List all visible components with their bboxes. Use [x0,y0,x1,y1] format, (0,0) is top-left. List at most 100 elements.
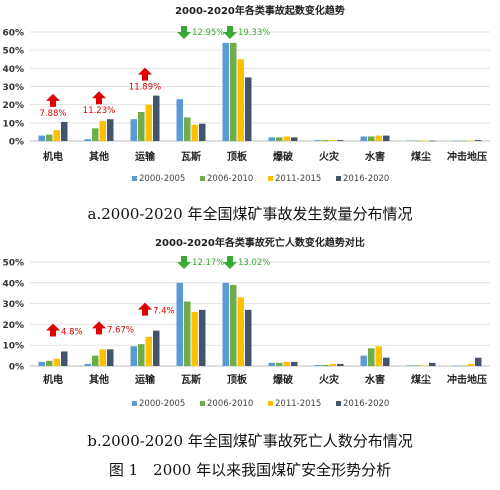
x-category-label: 运输 [135,373,156,386]
annotation-label: 7.4% [153,307,175,317]
bar [268,137,275,141]
bar [107,119,114,141]
annotation-label: 7.67% [107,325,134,335]
legend-label: 2011-2015 [275,174,321,184]
bar [475,357,482,366]
y-tick-label: 20% [2,101,24,111]
y-tick-label: 0% [9,138,24,148]
x-category-label: 顶板 [227,373,248,386]
bar [245,77,252,141]
x-category-label: 水害 [364,150,385,163]
bar [360,136,367,141]
bar [314,140,321,141]
bar [337,140,344,141]
bar [138,344,145,366]
bar [406,365,413,366]
bar [92,128,99,141]
legend-swatch [268,176,273,181]
bar [268,362,275,366]
x-category-label: 机电 [43,150,63,163]
bar [230,42,237,141]
bar [322,364,329,366]
legend-swatch [200,401,205,406]
legend-label: 2000-2005 [139,399,185,409]
bar [245,309,252,366]
bar [467,140,474,142]
x-category-label: 其他 [89,150,109,163]
up-arrow-icon [92,91,106,105]
bar [184,301,191,366]
x-category-label: 火灾 [319,373,340,386]
bar [368,136,375,141]
bar [176,99,183,141]
bar [84,139,91,141]
legend-label: 2016-2020 [343,399,389,409]
y-tick-label: 0% [9,363,24,373]
legend-swatch [132,401,137,406]
bar [475,140,482,141]
bar [199,123,206,141]
bar [329,140,336,141]
bar [329,363,336,366]
annotation-label: 11.89% [129,83,161,93]
bar [53,130,60,141]
x-category-label: 爆破 [273,373,293,386]
x-category-label: 瓦斯 [181,150,201,163]
legend-label: 2006-2010 [207,174,253,184]
up-arrow-icon [92,321,106,335]
bar [46,360,53,366]
subcaption-b: b.2000-2020 年全国煤矿事故死亡人数分布情况 [87,432,413,450]
annotation-label: 4.8% [61,327,83,337]
y-tick-label: 30% [2,83,24,93]
y-tick-label: 10% [2,342,24,352]
bar [230,284,237,366]
bar [414,140,421,142]
bar [153,95,160,141]
down-arrow-icon [177,256,191,269]
up-arrow-icon [138,67,152,81]
bar [191,124,198,141]
bar [46,134,53,141]
bar [84,363,91,366]
bar [460,140,467,142]
bar [375,135,382,141]
bar [368,348,375,366]
x-category-label: 冲击地压 [447,150,487,163]
bar [191,311,198,366]
legend-swatch [336,176,341,181]
bar [237,59,244,141]
bar [383,357,390,366]
bar [222,42,229,141]
down-arrow-icon [177,26,191,39]
x-category-label: 瓦斯 [181,373,201,386]
bar [138,111,145,141]
bar [130,346,137,366]
legend-label: 2000-2005 [139,174,185,184]
bar [99,349,106,366]
annotation-label: 7.88% [39,109,66,119]
x-category-label: 爆破 [273,150,293,163]
up-arrow-icon [46,323,60,337]
subcaption-a: a.2000-2020 年全国煤矿事故发生数量分布情况 [87,205,413,223]
bar [99,121,106,141]
bar [375,346,382,366]
bar [92,355,99,366]
chart-title: 2000-2020年各类事故死亡人数变化趋势对比 [155,236,365,249]
x-category-label: 煤尘 [411,150,431,163]
y-tick-label: 50% [2,259,24,269]
bar [421,365,428,366]
bar [337,363,344,366]
annotation-label: 19.33% [238,28,270,38]
legend-swatch [268,401,273,406]
x-category-label: 顶板 [227,150,248,163]
legend-swatch [132,176,137,181]
bar [237,297,244,366]
chart-accident-count: 2000-2020年各类事故起数变化趋势 0% 10% 20% 30% 40% 50% 60%… [2,4,490,184]
x-category-label: 火灾 [319,150,340,163]
up-arrow-icon [46,93,60,107]
bar [291,361,298,366]
annotation-label: 12.17% [192,258,224,268]
bar [199,309,206,366]
bar [414,365,421,366]
x-category-label: 其他 [89,373,109,386]
